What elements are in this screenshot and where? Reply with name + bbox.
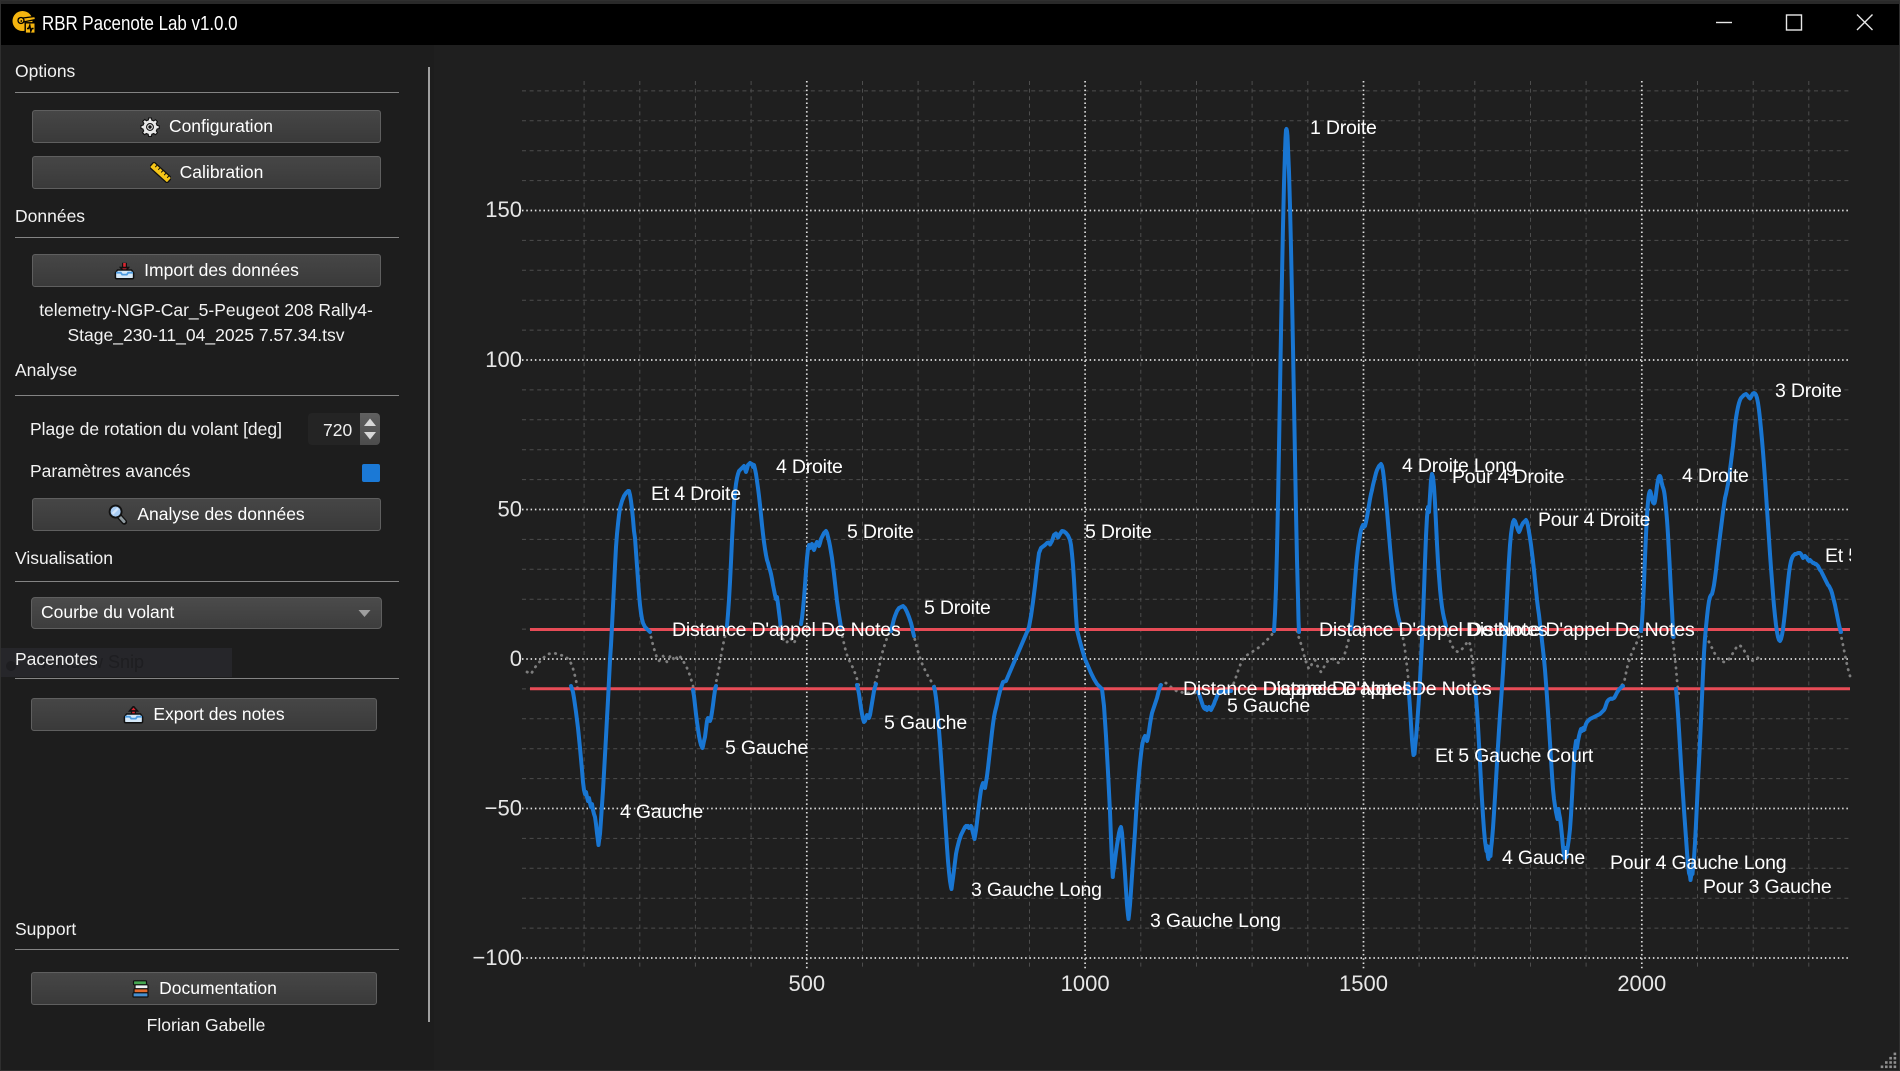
- svg-text:Pour 4 Droite: Pour 4 Droite: [1452, 466, 1564, 488]
- svg-text:4 Gauche: 4 Gauche: [620, 801, 703, 823]
- svg-text:1 Droite: 1 Droite: [1310, 117, 1377, 139]
- svg-text:Et 5: Et 5: [1825, 545, 1859, 567]
- svg-text:100: 100: [485, 347, 522, 372]
- svg-text:Distance D'appel De Notes: Distance D'appel De Notes: [672, 619, 901, 641]
- svg-text:−100: −100: [472, 945, 522, 970]
- svg-text:0: 0: [510, 646, 522, 671]
- svg-text:5 Droite: 5 Droite: [1085, 521, 1152, 543]
- svg-text:Distance D'appel De Notes: Distance D'appel De Notes: [1319, 619, 1548, 641]
- svg-text:5 Droite: 5 Droite: [847, 521, 914, 543]
- svg-text:Et 5 Gauche Court: Et 5 Gauche Court: [1435, 745, 1594, 767]
- svg-text:5 Gauche: 5 Gauche: [1227, 695, 1310, 717]
- svg-text:4 Droite Long: 4 Droite Long: [1402, 455, 1516, 477]
- svg-text:4 Droite: 4 Droite: [776, 456, 843, 478]
- svg-text:5 Gauche: 5 Gauche: [725, 737, 808, 759]
- svg-text:3 Gauche Long: 3 Gauche Long: [1150, 910, 1281, 932]
- svg-text:Distance D'appel De Notes: Distance D'appel De Notes: [1263, 678, 1492, 700]
- svg-text:500: 500: [788, 971, 825, 996]
- svg-text:Et 4 Droite: Et 4 Droite: [651, 483, 741, 505]
- svg-text:Pour 4 Gauche Long: Pour 4 Gauche Long: [1610, 852, 1786, 874]
- svg-text:Distance D'appel De Notes: Distance D'appel De Notes: [1466, 619, 1695, 641]
- svg-text:1000: 1000: [1061, 971, 1110, 996]
- svg-text:50: 50: [498, 497, 522, 522]
- svg-text:4 Droite: 4 Droite: [1682, 465, 1749, 487]
- svg-text:2000: 2000: [1617, 971, 1666, 996]
- svg-text:3 Gauche Long: 3 Gauche Long: [971, 879, 1102, 901]
- svg-text:150: 150: [485, 197, 522, 222]
- svg-text:3 Droite: 3 Droite: [1775, 380, 1842, 402]
- svg-text:Pour 3 Gauche: Pour 3 Gauche: [1703, 876, 1832, 898]
- svg-text:1500: 1500: [1339, 971, 1388, 996]
- svg-text:Distance D'appel De Notes: Distance D'appel De Notes: [1183, 678, 1412, 700]
- svg-text:4 Gauche: 4 Gauche: [1502, 847, 1585, 869]
- svg-text:−50: −50: [485, 796, 522, 821]
- svg-text:Pour 4 Droite: Pour 4 Droite: [1538, 509, 1650, 531]
- svg-text:5 Droite: 5 Droite: [924, 597, 991, 619]
- svg-text:5 Gauche: 5 Gauche: [884, 712, 967, 734]
